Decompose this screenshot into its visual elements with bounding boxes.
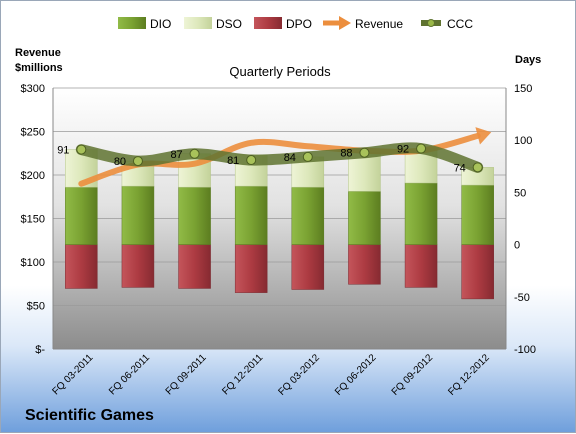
- ccc-marker: [416, 143, 427, 154]
- left-tick-label: $300: [21, 83, 45, 95]
- x-tick-label: FQ 03-2011: [50, 352, 95, 397]
- x-tick-label: FQ 12-2011: [220, 352, 265, 397]
- revenue-arrowhead: [475, 127, 492, 145]
- legend-dso-swatch: [184, 17, 212, 29]
- x-tick-label: FQ 12-2012: [446, 352, 492, 398]
- legend-ccc-label: CCC: [447, 17, 473, 31]
- left-tick-label: $-: [35, 344, 45, 356]
- ccc-data-label: 92: [397, 144, 409, 156]
- x-tick-label: FQ 09-2011: [164, 352, 209, 397]
- left-tick-label: $150: [21, 214, 45, 226]
- ccc-data-label: 81: [227, 155, 239, 167]
- x-tick-label: FQ 06-2012: [333, 352, 379, 398]
- legend-revenue-arrowhead: [339, 16, 351, 30]
- dio-bar: [348, 191, 381, 245]
- left-axis-label-line1: Revenue: [15, 47, 61, 59]
- x-tick-label: FQ 09-2012: [390, 352, 436, 398]
- dio-bar: [65, 186, 98, 245]
- right-tick-label: -50: [514, 292, 530, 304]
- legend-dio-swatch: [118, 17, 146, 29]
- dpo-bar: [234, 244, 268, 293]
- dio-bar: [178, 186, 211, 245]
- ccc-marker: [302, 151, 313, 162]
- dio-bar: [121, 185, 155, 245]
- x-tick-label: FQ 06-2011: [107, 352, 152, 397]
- ccc-data-label: 74: [454, 162, 466, 174]
- ccc-data-label: 88: [340, 148, 352, 160]
- right-tick-label: -100: [514, 344, 536, 356]
- legend-dso-label: DSO: [216, 17, 242, 31]
- right-axis-label: Days: [515, 54, 541, 66]
- ccc-data-label: 80: [114, 156, 126, 168]
- legend-ccc-marker: [427, 19, 435, 27]
- ccc-series: 91 80 87 81 84 88 92 74: [57, 142, 484, 174]
- company-name: Scientific Games: [25, 407, 154, 424]
- dpo-bar: [178, 244, 211, 289]
- left-tick-label: $250: [21, 127, 45, 139]
- x-tick-label: FQ 03-2012: [276, 352, 322, 398]
- legend-dio-label: DIO: [150, 17, 171, 31]
- right-axis-ticks: -100 -50 0 50 100 150: [514, 83, 536, 356]
- dpo-bar: [65, 244, 98, 289]
- left-tick-label: $100: [21, 257, 45, 269]
- legend: DIO DSO DPO Revenue CCC: [118, 16, 473, 31]
- right-tick-label: 0: [514, 240, 520, 252]
- right-tick-label: 50: [514, 187, 526, 199]
- dpo-bar: [291, 244, 325, 290]
- ccc-marker: [76, 144, 87, 155]
- legend-dpo-swatch: [254, 17, 282, 29]
- dio-bar: [461, 184, 494, 245]
- ccc-marker: [246, 155, 257, 166]
- chart-subtitle: Quarterly Periods: [229, 64, 331, 79]
- ccc-marker: [359, 147, 370, 158]
- x-axis-ticks: FQ 03-2011 FQ 06-2011 FQ 09-2011 FQ 12-2011…: [50, 352, 492, 398]
- ccc-marker: [189, 148, 200, 159]
- ccc-marker: [472, 162, 483, 173]
- legend-revenue-label: Revenue: [355, 17, 403, 31]
- right-tick-label: 100: [514, 135, 532, 147]
- ccc-data-label: 84: [284, 152, 296, 164]
- dpo-bar: [404, 244, 438, 288]
- dio-bar: [404, 182, 438, 245]
- legend-dpo-label: DPO: [286, 17, 312, 31]
- ccc-data-label: 91: [57, 145, 69, 157]
- dio-bar: [291, 186, 325, 245]
- dpo-bar: [461, 244, 494, 300]
- left-axis-ticks: $- $50 $100 $150 $200 $250 $300: [21, 83, 46, 356]
- left-axis-label-line2: $millions: [15, 62, 63, 74]
- ccc-data-label: 87: [170, 149, 182, 161]
- right-tick-label: 150: [514, 83, 532, 95]
- dpo-bar: [348, 244, 381, 285]
- left-tick-label: $200: [21, 170, 45, 182]
- dpo-bar: [121, 244, 155, 288]
- left-tick-label: $50: [27, 301, 45, 313]
- ccc-marker: [132, 156, 143, 167]
- dso-bar: [348, 152, 381, 192]
- dio-bar: [234, 185, 268, 245]
